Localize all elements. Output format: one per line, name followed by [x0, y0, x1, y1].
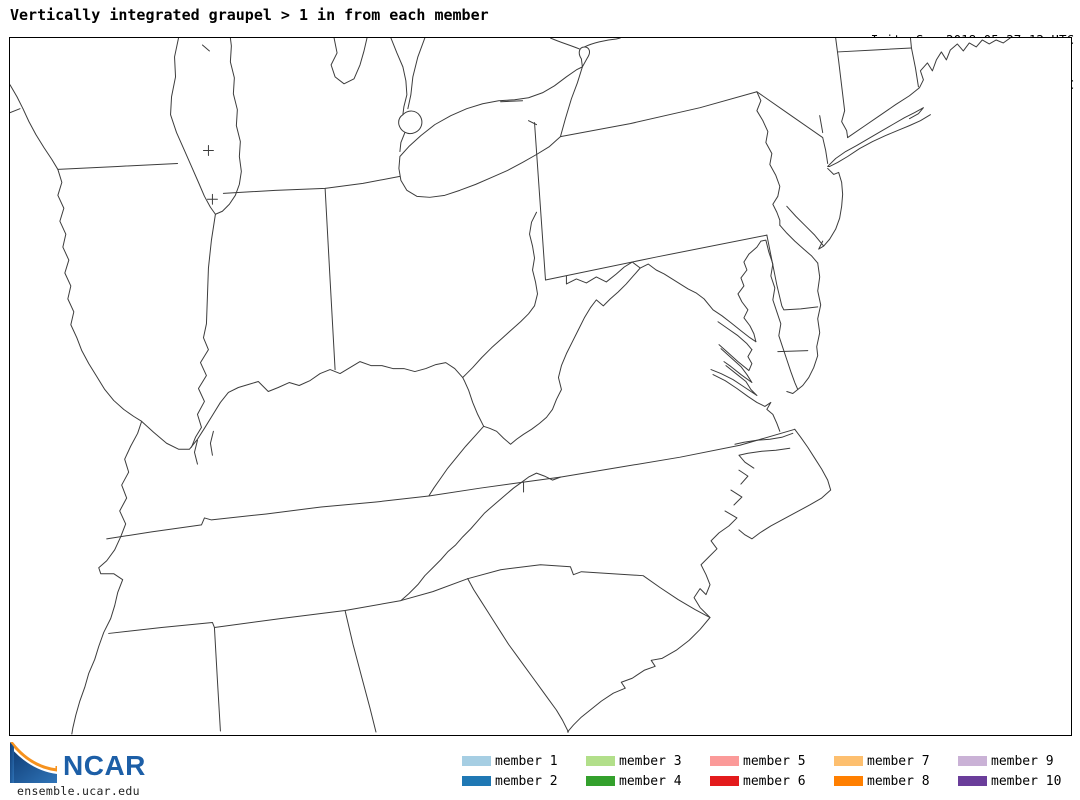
- legend-item-member-5: member 5: [710, 751, 834, 771]
- legend-item-member-4: member 4: [586, 771, 710, 791]
- tennessee-south-border: [108, 578, 469, 634]
- pennsylvania-ohio-border: [534, 122, 546, 281]
- indiana-ohio-border: [324, 187, 336, 371]
- big-sandy-kentucky-west-virginia-border: [462, 377, 485, 427]
- legend-swatch: [710, 776, 739, 786]
- long-island: [827, 107, 931, 167]
- ohio-river: [141, 211, 539, 450]
- site-url: ensemble.ucar.edu: [17, 784, 140, 798]
- lake-erie: [398, 66, 583, 198]
- michigan-thumb-saginaw-bay: [330, 38, 408, 116]
- legend-swatch: [586, 756, 615, 766]
- legend: member 1 member 3 member 5 member 7 member 9…: [462, 751, 1080, 791]
- rhode-island-borders: [909, 38, 919, 88]
- kentucky-tennessee-border: [106, 495, 430, 540]
- savannah-river-border: [467, 578, 569, 733]
- st-clair-river-coast: [407, 38, 426, 110]
- legend-swatch: [462, 776, 491, 786]
- connecticut-massachusetts-border: [837, 47, 912, 53]
- chesapeake-bay: [710, 239, 799, 432]
- legend-item-member-6: member 6: [710, 771, 834, 791]
- new-york-pennsylvania-border: [559, 91, 758, 138]
- map-panel: [9, 37, 1072, 736]
- legend-swatch: [586, 776, 615, 786]
- new-england-coast: [847, 38, 1011, 139]
- legend-label: member 3: [619, 753, 682, 769]
- legend-label: member 8: [867, 773, 930, 789]
- delmarva-atlantic-coast: [797, 262, 822, 390]
- legend-swatch: [462, 756, 491, 766]
- mississippi-alabama-border: [213, 626, 221, 732]
- lake-michigan: [170, 38, 242, 215]
- legend-label: member 6: [743, 773, 806, 789]
- delaware-bay-west-shore: [779, 224, 819, 264]
- land-between-the-lakes-rivers: [193, 430, 214, 465]
- legend-item-member-8: member 8: [834, 771, 958, 791]
- connecticut-new-york-border: [835, 38, 849, 139]
- legend-item-member-9: member 9: [958, 751, 1080, 771]
- legend-label: member 10: [991, 773, 1062, 789]
- delaware-river-border: [756, 91, 781, 226]
- north-carolina-coast-outer-banks: [693, 428, 832, 619]
- legend-swatch: [710, 756, 739, 766]
- illinois-indiana-border: [190, 213, 216, 448]
- map-borders: [10, 38, 1011, 735]
- wisconsin-illinois-border: [57, 162, 179, 170]
- legend-label: member 9: [991, 753, 1054, 769]
- left-edge-border-tick: [10, 108, 21, 114]
- west-virginia-virginia-border: [483, 267, 641, 445]
- north-carolina-south-carolina-border: [467, 564, 711, 619]
- legend-item-member-1: member 1: [462, 751, 586, 771]
- legend-item-member-2: member 2: [462, 771, 586, 791]
- legend-item-member-10: member 10: [958, 771, 1080, 791]
- legend-label: member 7: [867, 753, 930, 769]
- legend-label: member 4: [619, 773, 682, 789]
- delaware-maryland-borders: [766, 234, 819, 353]
- south-carolina-coast: [566, 617, 711, 733]
- virginia-north-carolina-border: [428, 428, 796, 497]
- legend-swatch: [834, 756, 863, 766]
- new-jersey-coast: [786, 167, 844, 250]
- ncar-emblem-icon: [10, 742, 57, 783]
- niagara-river-lake-ontario: [549, 38, 621, 68]
- legend-item-member-3: member 3: [586, 751, 710, 771]
- page-title: Vertically integrated graupel > 1 in fro…: [10, 6, 489, 24]
- lake-st-clair: [398, 110, 423, 153]
- mississippi-river: [10, 84, 143, 735]
- legend-label: member 5: [743, 753, 806, 769]
- legend-swatch: [834, 776, 863, 786]
- lake-michigan-graticule-ticks: [201, 44, 218, 205]
- kentucky-virginia-border: [428, 425, 485, 497]
- potomac-river-border: [565, 261, 757, 351]
- ncar-logo-text: NCAR: [63, 750, 146, 781]
- mason-dixon-line: [544, 234, 768, 281]
- legend-swatch: [958, 776, 987, 786]
- michigan-ohio-indiana-border: [222, 175, 401, 194]
- ncar-logo: NCAR: [10, 741, 190, 787]
- new-jersey-new-york-border-hudson: [756, 91, 829, 164]
- map-svg: [10, 38, 1011, 735]
- tennessee-north-carolina-border: [400, 472, 561, 602]
- legend-label: member 1: [495, 753, 558, 769]
- alabama-georgia-border: [344, 610, 377, 733]
- legend-item-member-7: member 7: [834, 751, 958, 771]
- legend-label: member 2: [495, 773, 558, 789]
- legend-swatch: [958, 756, 987, 766]
